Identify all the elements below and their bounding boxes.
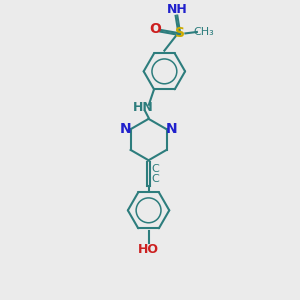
Text: HO: HO [138,243,159,256]
Text: C: C [151,174,159,184]
Text: HN: HN [133,100,154,113]
Text: C: C [151,164,159,174]
Text: CH₃: CH₃ [194,27,214,37]
Text: N: N [120,122,132,136]
Text: N: N [165,122,177,136]
Text: S: S [175,26,185,40]
Text: O: O [149,22,161,36]
Text: NH: NH [167,3,188,16]
